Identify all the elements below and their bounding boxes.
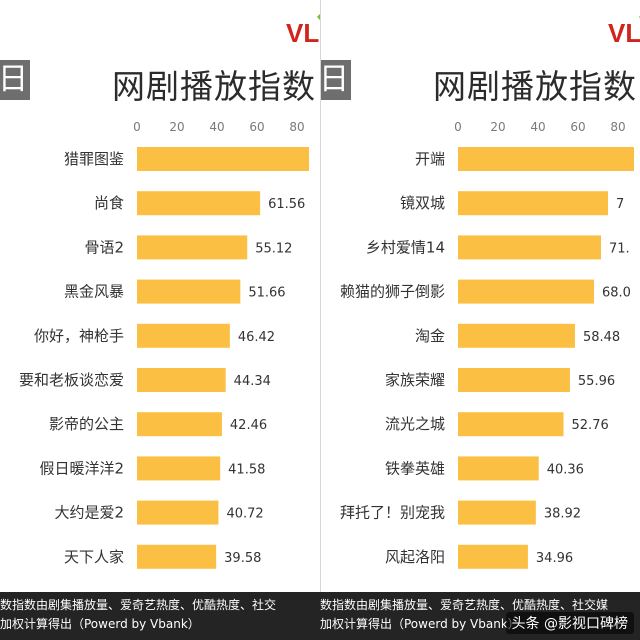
- bar: [458, 412, 564, 437]
- bar: [458, 147, 634, 171]
- category-label: 你好，神枪手: [34, 327, 124, 345]
- x-tick-label: 60: [570, 120, 585, 134]
- chart-panel-left: 日 VL 网剧播放指数 0 20 40 60 80 猎罪图鉴尚食 61.56 骨语2 55.12…: [0, 9, 320, 569]
- category-label: 铁拳英雄: [385, 459, 445, 477]
- category-label: 影帝的公主: [49, 415, 124, 433]
- category-label: 黑金风暴: [64, 283, 124, 301]
- category-label: 骨语2: [84, 238, 124, 256]
- x-tick-label: 20: [169, 120, 184, 134]
- category-label: 尚食: [94, 194, 124, 212]
- category-label: 拜托了！别宠我: [340, 504, 445, 522]
- data-label: 34.96: [536, 551, 573, 566]
- category-label: 开端: [415, 150, 445, 168]
- bar: [458, 544, 528, 569]
- bar: [458, 368, 570, 392]
- bar: [137, 323, 230, 348]
- bar: [458, 235, 601, 260]
- category-label: 猎罪图鉴: [64, 150, 124, 168]
- data-label: 71.: [609, 241, 630, 256]
- category-label: 家族荣耀: [385, 371, 445, 389]
- vlinkage-logo: VL: [286, 9, 320, 49]
- x-tick-label: 0: [133, 120, 141, 134]
- data-label: 40.72: [226, 507, 263, 522]
- watermark: 头条 @影视口碑榜: [505, 612, 634, 634]
- bar: [458, 500, 536, 525]
- data-label: 40.36: [547, 462, 584, 477]
- category-label: 假日暖洋洋2: [39, 459, 124, 477]
- period-tag: 日: [321, 60, 351, 100]
- data-label: 52.76: [572, 418, 609, 433]
- data-label: 42.46: [230, 418, 267, 433]
- data-label: 51.66: [248, 286, 285, 301]
- bar: [458, 279, 594, 304]
- data-label: 41.58: [228, 462, 265, 477]
- data-label: 61.56: [268, 197, 305, 212]
- data-label: 58.48: [583, 330, 620, 345]
- data-label: 38.92: [544, 507, 581, 522]
- x-tick-label: 80: [289, 120, 304, 134]
- category-label: 风起洛阳: [385, 548, 445, 566]
- x-tick-label: 40: [530, 120, 545, 134]
- bar: [137, 279, 241, 304]
- category-label: 流光之城: [385, 415, 445, 433]
- logo-text: VL: [608, 18, 640, 48]
- data-label: 55.12: [255, 241, 292, 256]
- data-label: 39.58: [224, 551, 261, 566]
- chart-panel-right: 日 VL 网剧播放指数 0 20 40 60 80 开端镜双城 7 乡村爱情14 71. 赖猫的狮…: [320, 0, 640, 640]
- bar: [137, 544, 217, 569]
- footer-text-left-1: 数指数由剧集播放量、爱奇艺热度、优酷热度、社交: [0, 598, 277, 612]
- footer-text-left-2: 加权计算得出（Powerd by Vbank）: [0, 617, 200, 631]
- chart-title: 网剧播放指数: [433, 67, 637, 106]
- category-label: 乡村爱情14: [366, 238, 445, 256]
- category-label: 要和老板谈恋爱: [19, 371, 124, 389]
- chart-title: 网剧播放指数: [112, 67, 316, 106]
- category-label: 镜双城: [400, 194, 445, 212]
- bar: [137, 235, 248, 260]
- bar: [458, 456, 539, 481]
- footer-caption: 数指数由剧集播放量、爱奇艺热度、优酷热度、社交 加权计算得出（Powerd by…: [0, 592, 640, 640]
- data-label: 68.0: [602, 286, 631, 301]
- data-label: 44.34: [234, 374, 271, 389]
- x-tick-label: 40: [209, 120, 224, 134]
- x-tick-label: 20: [490, 120, 505, 134]
- category-label: 大约是爱2: [54, 504, 124, 522]
- bar: [458, 323, 575, 348]
- bar: [137, 456, 221, 481]
- bar: [137, 147, 309, 171]
- period-tag: 日: [0, 60, 30, 100]
- bar: [137, 500, 219, 525]
- category-label: 赖猫的狮子倒影: [340, 283, 445, 301]
- category-label: 淘金: [415, 327, 445, 345]
- footer-text-right-2: 加权计算得出（Powerd by Vbank）: [320, 617, 520, 631]
- x-tick-label: 60: [249, 120, 264, 134]
- data-label: 7: [616, 197, 624, 212]
- footer-text-right-1: 数指数由剧集播放量、爱奇艺热度、优酷热度、社交媒: [320, 598, 609, 612]
- bar: [137, 412, 222, 437]
- data-label: 46.42: [238, 330, 275, 345]
- bar: [137, 191, 261, 216]
- bar: [458, 191, 608, 216]
- logo-text: VL: [286, 18, 320, 48]
- x-tick-label: 0: [454, 120, 462, 134]
- data-label: 55.96: [578, 374, 615, 389]
- x-tick-label: 80: [610, 120, 625, 134]
- bar: [137, 368, 226, 392]
- vlinkage-logo: VL: [608, 9, 640, 49]
- category-label: 天下人家: [64, 548, 124, 566]
